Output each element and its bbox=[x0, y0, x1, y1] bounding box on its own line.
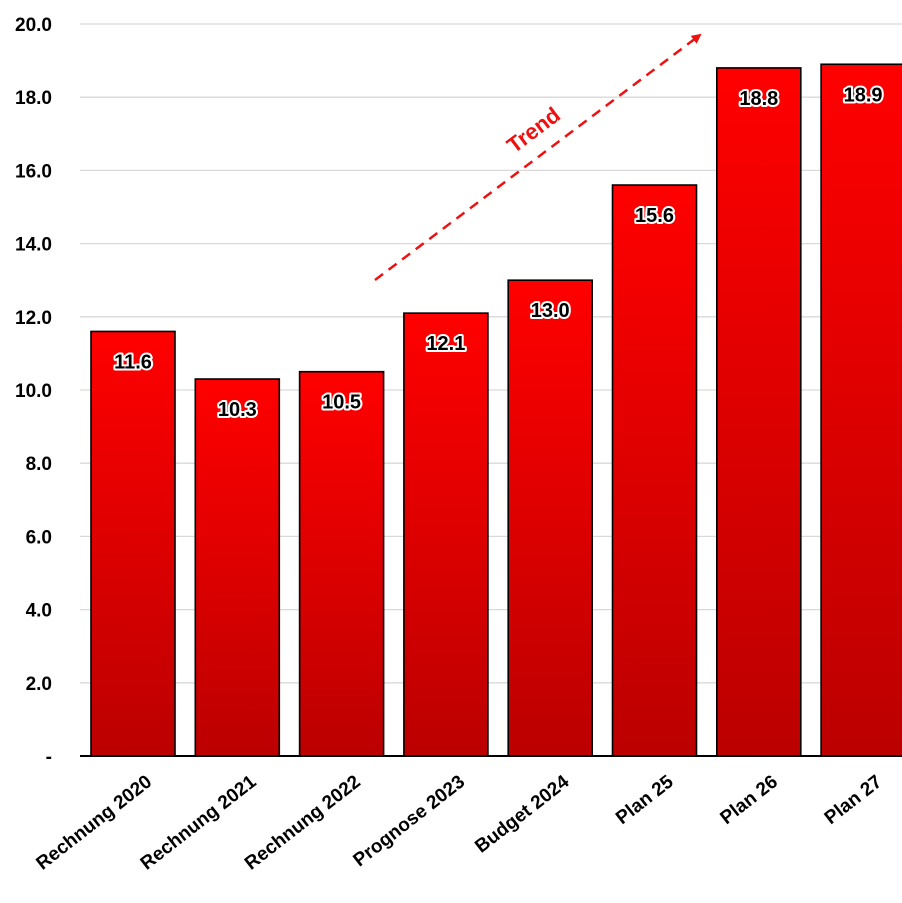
y-tick-label: 18.0 bbox=[15, 88, 52, 109]
x-tick-label: Prognose 2023 bbox=[350, 771, 469, 871]
data-label: 12.1 bbox=[426, 333, 465, 355]
bar bbox=[611, 184, 698, 757]
bar bbox=[403, 312, 489, 757]
trend-label: Trend bbox=[502, 102, 565, 158]
bar bbox=[715, 67, 802, 757]
y-axis-ticks: - 2.0 4.0 6.0 8.0 10.0 12.0 14.0 16.0 18.0 20.0 bbox=[15, 15, 52, 768]
y-tick-label: 8.0 bbox=[26, 454, 52, 475]
data-label: 10.3 bbox=[218, 399, 257, 421]
x-tick-label: Plan 25 bbox=[612, 771, 678, 829]
data-label: 10.5 bbox=[322, 392, 361, 414]
y-tick-label: 2.0 bbox=[26, 674, 52, 695]
y-tick-label: 6.0 bbox=[26, 527, 52, 548]
data-label: 13.0 bbox=[531, 300, 570, 322]
x-tick-label: Plan 26 bbox=[717, 771, 782, 829]
y-tick-label: 16.0 bbox=[15, 161, 52, 182]
bars bbox=[90, 63, 902, 757]
bar bbox=[820, 63, 902, 757]
x-tick-label: Budget 2024 bbox=[471, 771, 573, 857]
y-tick-label: - bbox=[46, 747, 52, 768]
value-labels: 11.6 10.3 10.5 12.1 13.0 15.6 18.8 18.9 bbox=[112, 82, 884, 423]
bar bbox=[90, 330, 176, 757]
x-tick-label: Plan 27 bbox=[821, 771, 886, 829]
bar bbox=[298, 370, 385, 757]
y-tick-label: 12.0 bbox=[15, 308, 52, 329]
bar bbox=[507, 279, 594, 757]
y-tick-label: 20.0 bbox=[15, 15, 52, 36]
bar bbox=[194, 378, 281, 757]
data-label: 18.8 bbox=[739, 88, 778, 110]
data-label: 11.6 bbox=[114, 351, 152, 373]
data-label: 18.9 bbox=[844, 84, 883, 106]
x-tick-label: Rechnung 2022 bbox=[241, 771, 365, 874]
y-tick-label: 10.0 bbox=[15, 381, 52, 402]
y-tick-label: 14.0 bbox=[15, 235, 52, 256]
data-label: 15.6 bbox=[635, 205, 674, 227]
y-tick-label: 4.0 bbox=[26, 601, 52, 622]
